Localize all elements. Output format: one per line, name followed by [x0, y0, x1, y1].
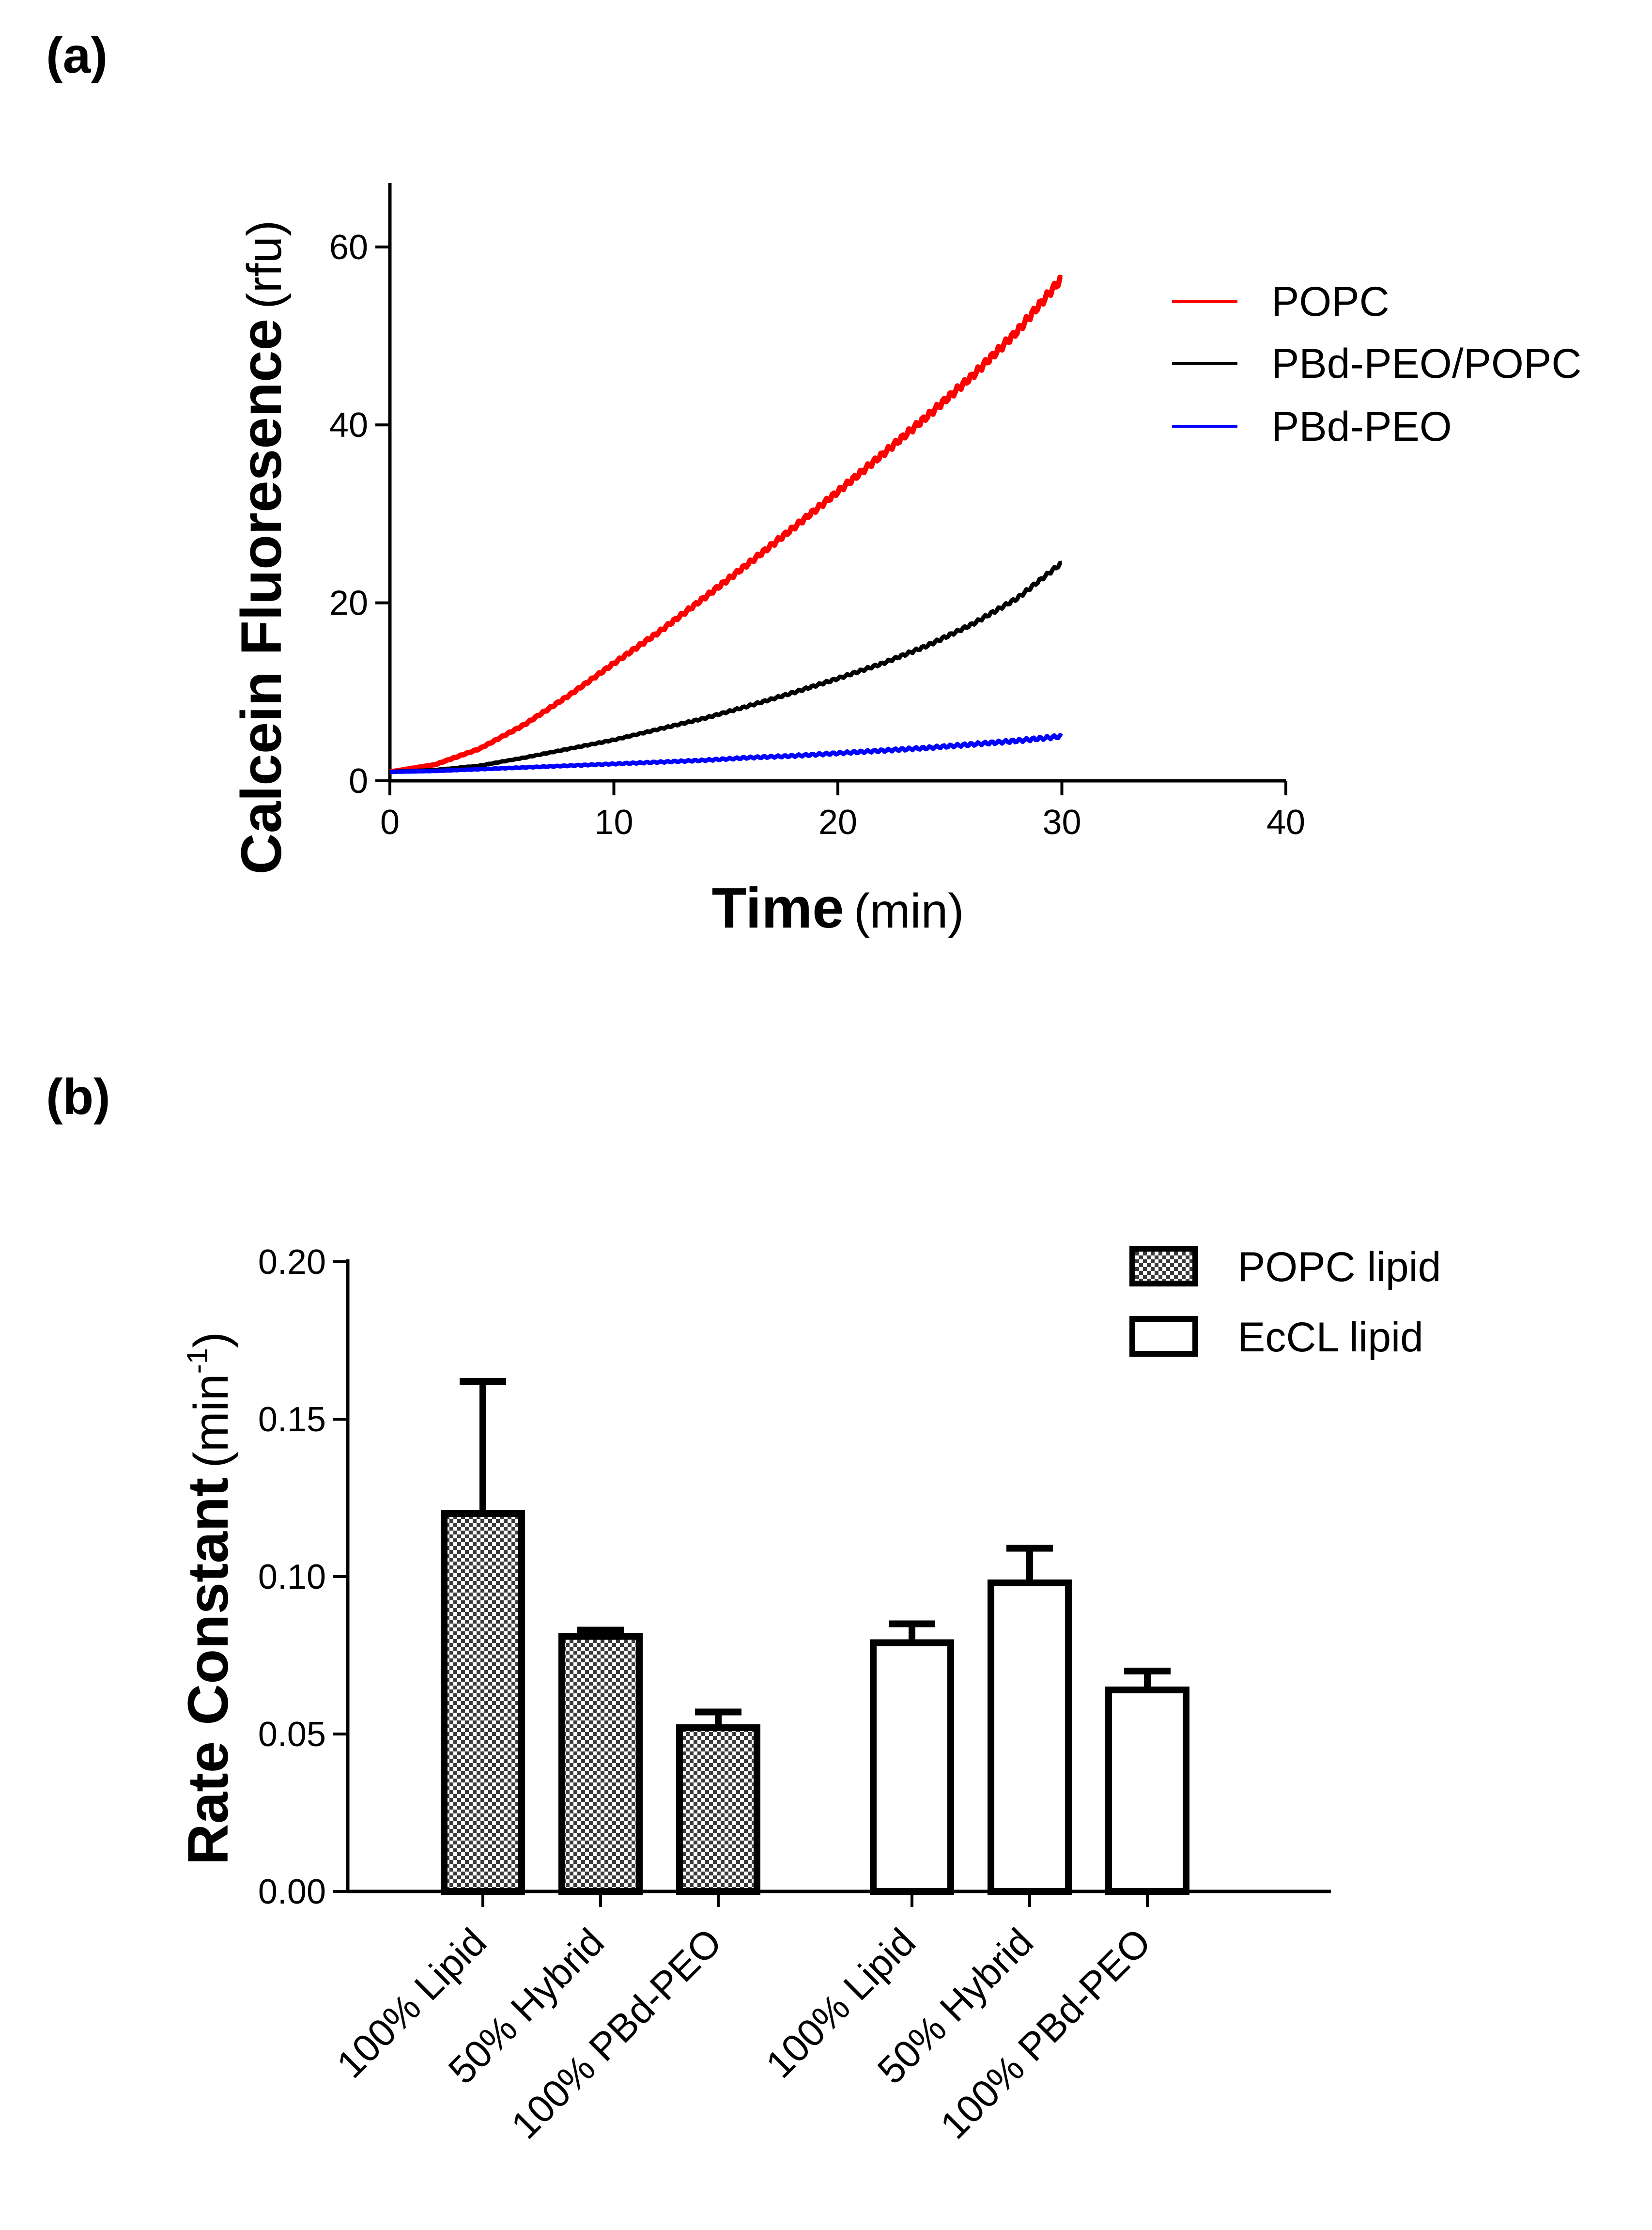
panel-a-x-axis: 0 10 20 30 40	[380, 779, 1305, 842]
legend-label: EcCL lipid	[1237, 1314, 1423, 1361]
panel-a-series-lines	[389, 275, 1063, 775]
panel-b-y-axis: 0.00 0.05 0.10 0.15 0.20	[258, 1243, 350, 1911]
bar-popc-lipid	[441, 1510, 525, 1895]
series-line-pbd-peo-popc	[389, 560, 1063, 774]
panel-b-y-tick-label: 0.20	[258, 1243, 326, 1282]
panel-a-x-tick-label: 30	[1042, 803, 1081, 842]
legend-label: POPC lipid	[1237, 1244, 1441, 1290]
panel-a-x-title: Time (min)	[711, 876, 964, 940]
legend-label: PBd-PEO	[1271, 403, 1452, 450]
bar-eccl-lipid	[1105, 1687, 1189, 1895]
series-line-popc	[389, 275, 1063, 775]
panel-a-x-tick-label: 10	[594, 803, 633, 842]
panel-b-bars	[441, 1378, 1189, 1895]
panel-a-x-tick-label: 20	[818, 803, 857, 842]
panel-b-category-label: 100% PBd-PEO	[932, 1920, 1159, 2147]
legend-swatch-0	[1129, 1246, 1198, 1286]
panel-b-y-title: Rate Constant(min-1)	[176, 1332, 240, 1865]
panel-b-y-tick-label: 0.10	[258, 1558, 326, 1596]
panel-b-legend: POPC lipid EcCL lipid	[1129, 1244, 1441, 1361]
panel-b-y-tick-label: 0.00	[258, 1873, 326, 1911]
panel-a-y-tick-label: 20	[329, 584, 368, 623]
panel-a-y-tick-label: 40	[329, 406, 368, 445]
panel-a-y-tick-label: 0	[349, 762, 368, 801]
panel-b-y-tick-label: 0.05	[258, 1715, 326, 1754]
legend-swatch-1	[1129, 1316, 1198, 1357]
panel-a-legend: POPC PBd-PEO/POPC PBd-PEO	[1172, 279, 1581, 450]
bar-eccl-lipid	[988, 1580, 1072, 1895]
bar-popc-lipid	[676, 1724, 760, 1895]
panel-a-y-tick-label: 60	[329, 228, 368, 267]
panel-a-y-axis: 0 20 40 60	[329, 183, 392, 801]
panel-a-label: (a)	[46, 28, 108, 84]
panel-b-label: (b)	[46, 1069, 110, 1125]
panel-b-category-label: 100% PBd-PEO	[503, 1920, 730, 2147]
series-line-pbd-peo	[389, 733, 1063, 774]
panel-a-x-tick-label: 0	[380, 803, 400, 842]
bar-eccl-lipid	[870, 1639, 954, 1895]
panel-a-y-title: Calcein Fluoresence(rfu)	[230, 220, 293, 875]
legend-label: PBd-PEO/POPC	[1271, 341, 1581, 387]
panel-a-line-chart: (a) 0 20 40 60 0 10 20 30 40 Calcein Fluoresenc…	[46, 28, 1581, 940]
panel-b-y-tick-label: 0.15	[258, 1400, 326, 1439]
panel-a-x-tick-label: 40	[1266, 803, 1305, 842]
bar-popc-lipid	[558, 1633, 643, 1895]
legend-label: POPC	[1271, 279, 1390, 325]
